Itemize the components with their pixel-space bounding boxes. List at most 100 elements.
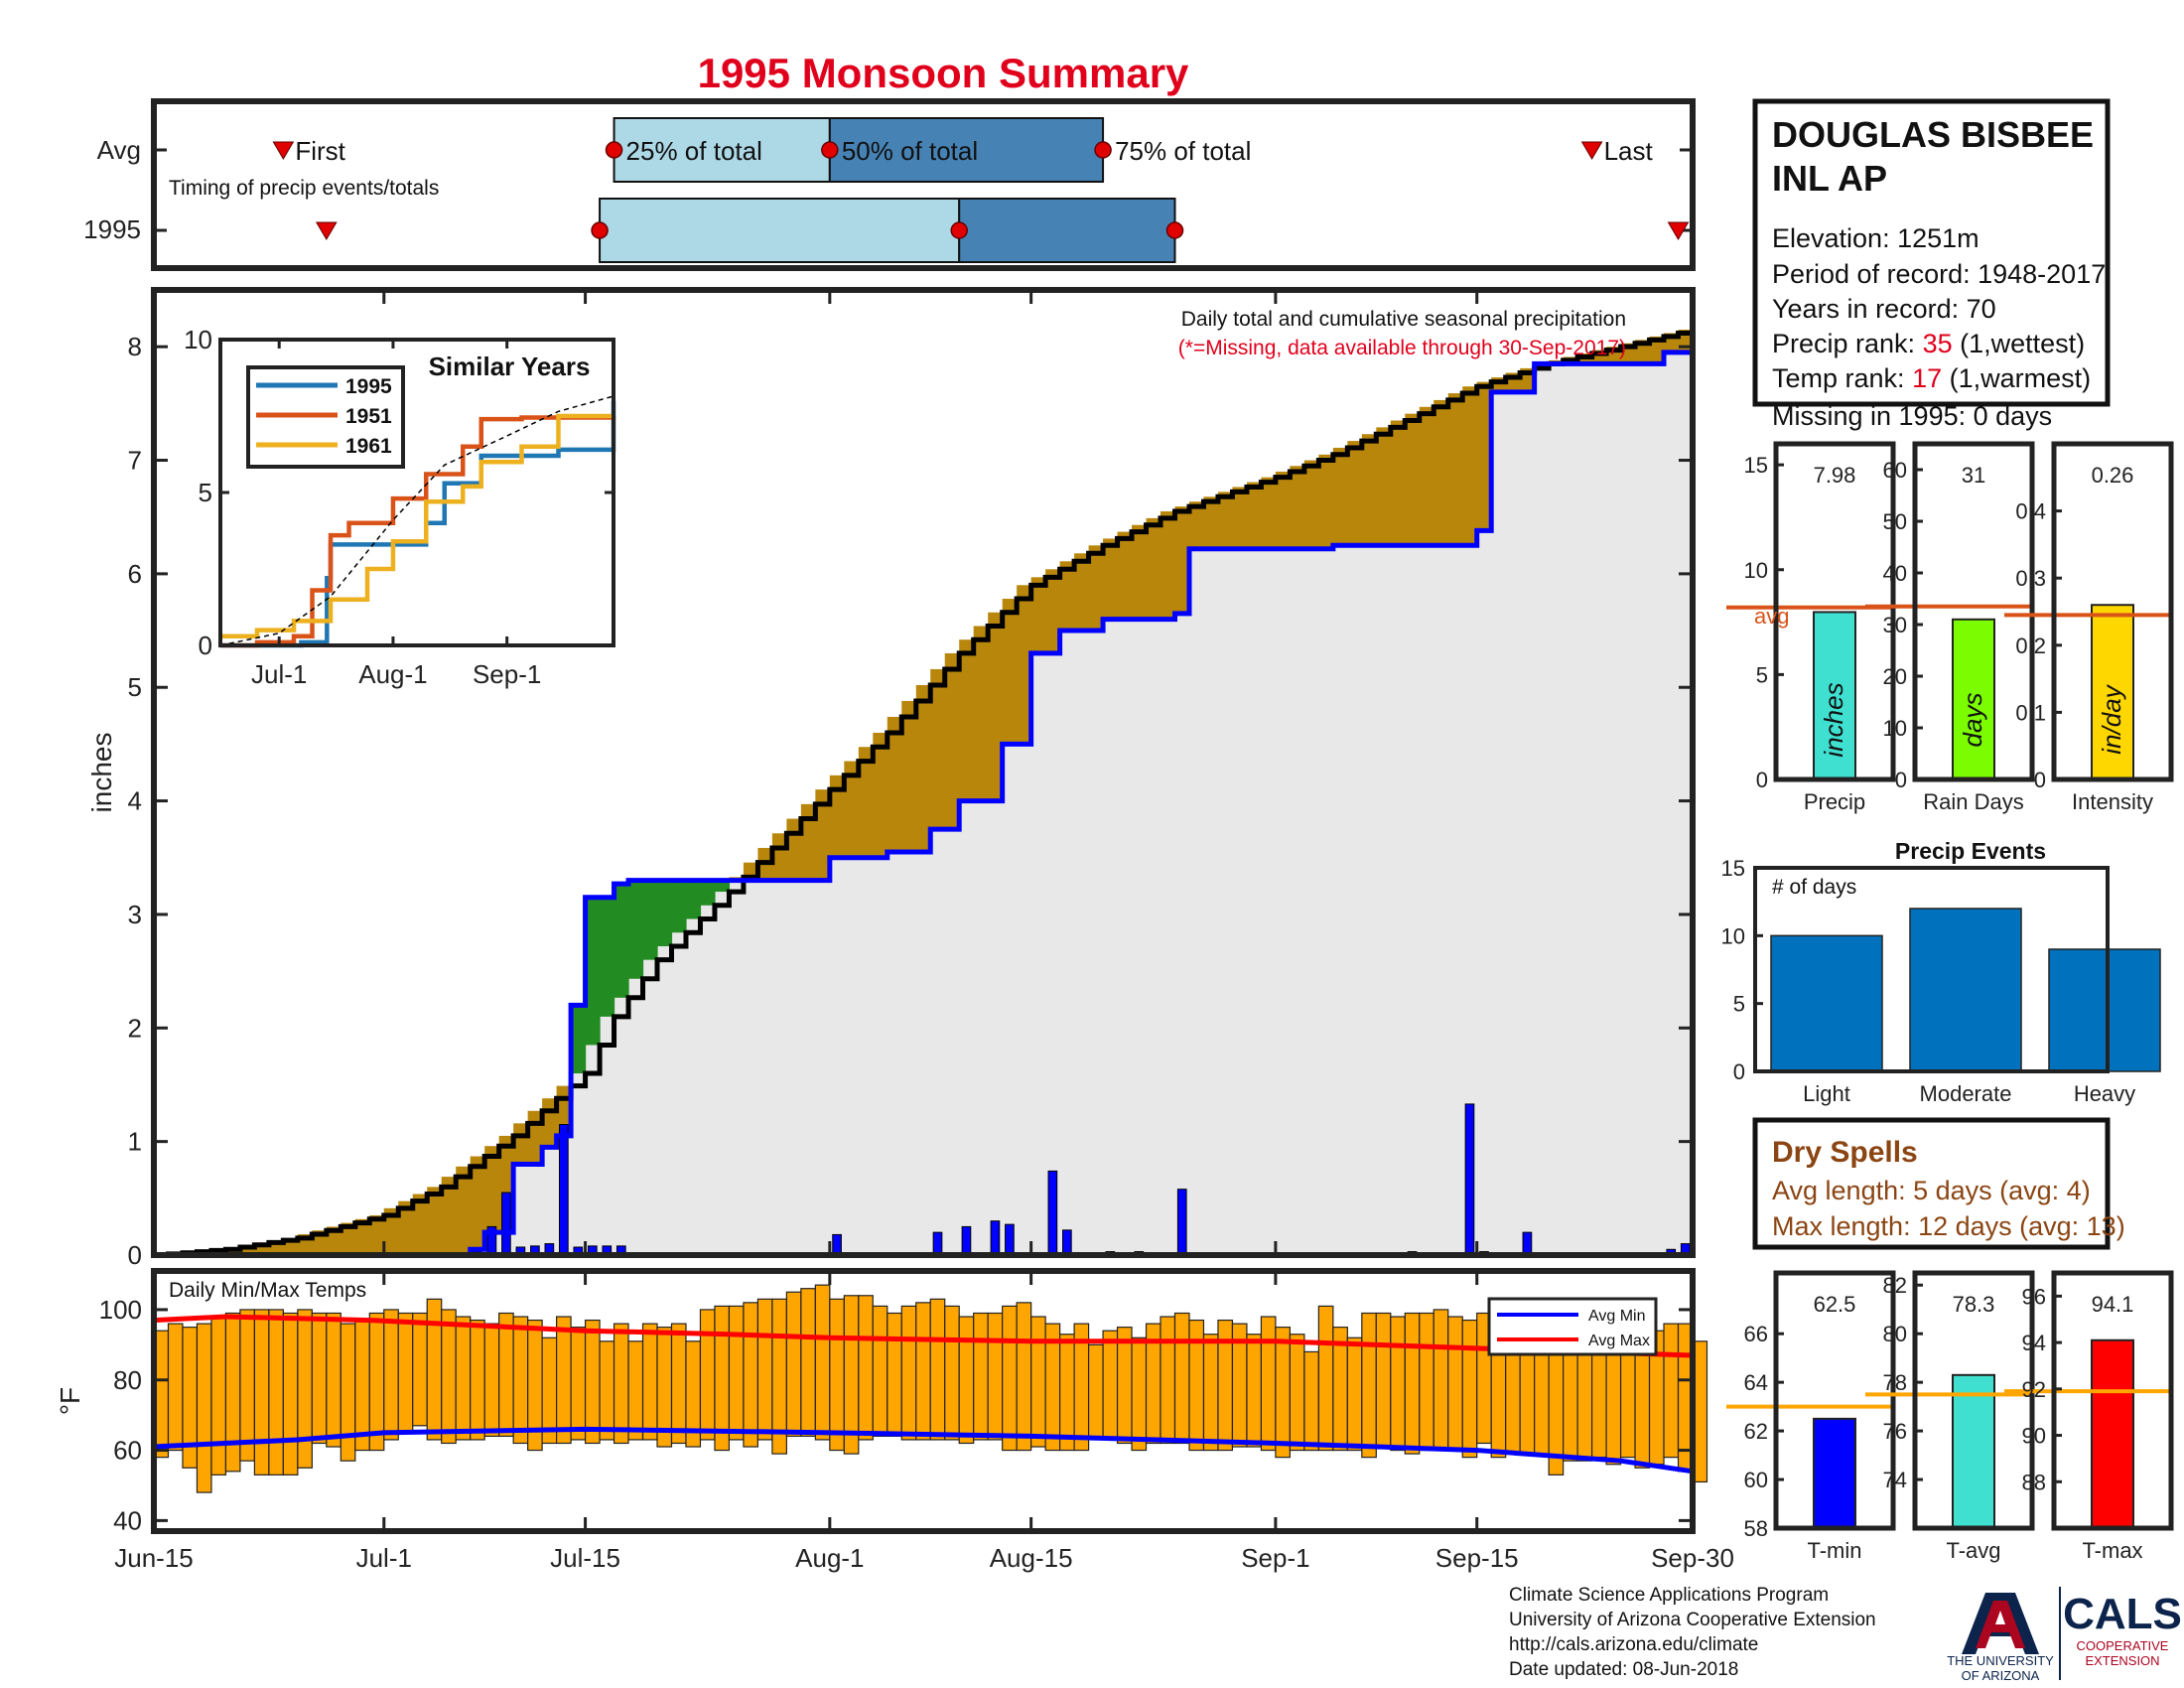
deficit-segment [1361,434,1377,546]
panel-tick-label: 10 [1883,716,1907,741]
timing-p50-label: 50% of total [842,136,978,166]
avg-event-marker [272,141,295,160]
daily-temp-bar [368,1312,385,1452]
deficit-segment [1203,496,1219,549]
panel-value-label: 62.5 [1814,1292,1856,1317]
panel-value-label: 78.3 [1953,1292,1995,1317]
panel-value-label: 31 [1962,463,1985,488]
cals-wordmark: CALS [2063,1590,2182,1638]
deficit-segment [930,668,946,830]
avg-cumulative-line [154,330,1696,1258]
daily-temp-bar [556,1316,572,1445]
panel-rain-days: 31 0 10 20 30 40 50 60 Rain Days days [1865,441,2035,814]
daily-temp-bar [1404,1312,1421,1455]
daily-temp-bar [1663,1323,1680,1459]
deficit-segment [1433,399,1449,546]
legend-label-avg-min: Avg Min [1588,1308,1646,1325]
daily-temp-bar [1275,1327,1291,1459]
panel-frame [1773,1270,1896,1531]
panel-tick-label: 82 [1883,1273,1907,1298]
inset-x-tick-label: Aug-1 [358,659,427,689]
panel-bar [2091,1338,2134,1529]
x-tick-label: Jun-15 [114,1543,194,1573]
inset-y-tick-label: 10 [184,325,212,354]
daily-precip-bar [832,1233,842,1256]
y1995-percentile-marker [950,221,968,239]
daily-temp-bar [253,1309,270,1476]
station-box-frame [1752,98,2111,407]
panel-category-label: Precip [1804,789,1865,814]
inset-legend: 1995 1951 1961 [246,365,405,469]
daily-temp-bar [239,1309,256,1462]
panel-t-avg: 78.3 74 76 78 80 82 T-avg [1865,1270,2035,1563]
daily-temp-bar [900,1305,917,1441]
panel-category-label: T-max [2082,1538,2142,1563]
daily-temp-bar [224,1312,241,1473]
panel-intensity: 0.26 0 0.1 0.2 0.3 0.4 Intensity in/day [2004,441,2174,814]
daily-precip-bar [559,1123,569,1256]
timing-p75-label: 75% of total [1115,136,1251,166]
deficit-segment [341,1222,356,1255]
deficit-segment [1332,447,1348,546]
daily-precip-bar [961,1225,972,1256]
deficit-segment [470,1156,485,1250]
daily-temp-bar [1087,1343,1104,1441]
deficit-segment [456,1166,472,1255]
deficit-segment [1188,501,1205,549]
deficit-segment [1318,454,1334,549]
x-tick-label: Sep-15 [1435,1543,1519,1573]
precip-caption: Daily total and cumulative seasonal prec… [1181,308,1626,331]
panel-unit-label: days [1958,693,1987,748]
panel-tick-label: 90 [2022,1424,2046,1449]
deficit-segment [427,1187,443,1255]
panel-tick-label: 60 [1883,458,1907,483]
panel-precip: 7.98 0 5 10 15 Precip inches avg [1726,441,1896,814]
daily-temp-bar [483,1323,500,1438]
deficit-segment [858,747,874,858]
daily-temp-bar [297,1309,313,1469]
daily-temp-bar [1390,1316,1406,1452]
station-name-line1: DOUGLAS BISBEE [1772,114,2094,155]
daily-temp-bar [858,1295,874,1441]
deficit-segment [1074,553,1090,632]
deficit-segment [1017,585,1032,745]
panel-bar [1952,1373,1995,1530]
deficit-segment [1002,599,1018,745]
temp-legend: Avg Min Avg Max [1487,1297,1658,1356]
deficit-segment [844,761,860,858]
event-bar-heavy [2048,948,2161,1072]
event-category-label: Light [1803,1081,1850,1106]
daily-precip-bar [1005,1223,1015,1256]
x-tick-label: Aug-15 [990,1543,1073,1573]
daily-temp-bar [412,1312,428,1427]
panel-tick-label: 60 [1744,1468,1768,1492]
temp-rank-label: Temp rank: [1772,363,1912,393]
x-tick-label: Sep-30 [1651,1543,1734,1573]
surplus-segment [585,897,601,1046]
daily-temp-bar [1002,1305,1018,1452]
daily-temp-bar [1030,1316,1046,1448]
panel-tick-label: 88 [2022,1470,2046,1494]
panel-tick-label: 10 [1744,558,1768,583]
panel-tick-label: 80 [1883,1322,1907,1346]
deficit-segment [944,652,960,830]
summary-bar-panels: 7.98051015Precipinchesavg310102030405060… [1726,441,2174,1563]
daily-temp-bar [670,1323,687,1445]
y1995-event-marker [1667,221,1690,240]
deficit-segment [369,1214,385,1255]
ua-logo-line1: THE UNIVERSITY [1947,1653,2054,1668]
footer-line-3: http://cals.arizona.edu/climate [1509,1634,1758,1655]
y1995-event-marker [315,221,338,240]
temp-y-tick-label: 40 [113,1505,142,1535]
y-tick-label: 3 [128,900,142,929]
temp-avg-lines [153,1314,1694,1475]
deficit-segment [1635,340,1651,364]
station-name-line2: INL AP [1772,158,1887,199]
panel-tick-label: 0 [1895,768,1907,792]
panel-tick-label: 0 [1756,768,1768,792]
panel-t-min: 62.5 58 60 62 64 66 T-min [1726,1270,1896,1563]
deficit-segment [441,1177,457,1255]
footer-date: Date updated: 08-Jun-2018 [1509,1659,1738,1680]
y1995-first-half-box [599,198,961,263]
